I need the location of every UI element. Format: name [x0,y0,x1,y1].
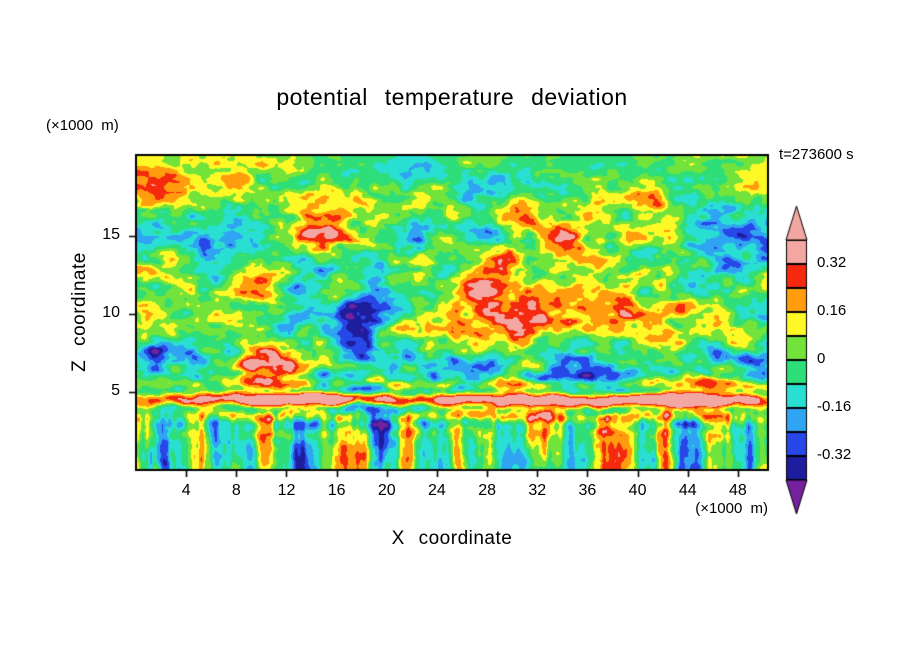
x-tick-label: 28 [478,482,496,499]
z-tick-label: 5 [111,382,120,400]
x-tick-label: 8 [231,482,241,499]
z-tick-label: 15 [102,226,120,244]
x-tick-label: 16 [327,482,346,499]
time-annotation: t=273600 s [779,146,854,163]
x-axis-units-label: (×1000 m) [695,500,768,517]
colorbar-tick-label: -0.32 [817,446,852,463]
x-tick-label: 12 [277,482,296,499]
x-tick-label: 40 [628,482,647,499]
x-tick-label: 48 [728,482,747,499]
x-axis-title: X coordinate [391,528,513,549]
chart-title: potential temperature deviation [276,84,628,110]
x-tick-label: 24 [428,482,446,499]
z-tick-label: 10 [102,304,120,322]
x-tick-label: 44 [678,482,697,499]
colorbar-tick-label: 0 [817,350,826,367]
colorbar-tick-label: 0.32 [817,254,847,271]
x-tick-label: 4 [181,482,191,499]
x-tick-label: 32 [528,482,547,499]
colorbar-tick-label: -0.16 [817,398,852,415]
colorbar-tick-label: 0.16 [817,302,847,319]
x-tick-label: 36 [578,482,597,499]
x-tick-label: 20 [377,482,396,499]
z-axis-units-label: (×1000 m) [46,117,119,134]
